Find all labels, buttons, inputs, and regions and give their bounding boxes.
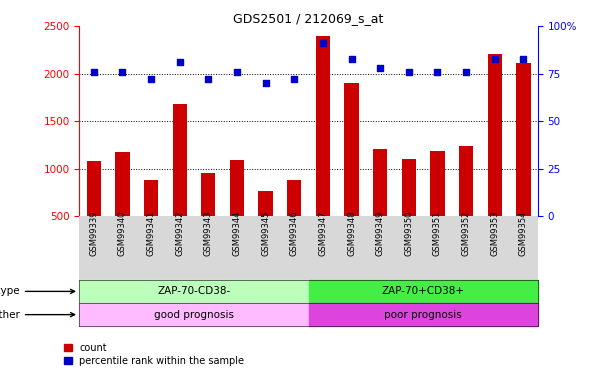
Text: other: other: [0, 310, 75, 320]
Point: [318, 40, 327, 46]
Point: [290, 76, 299, 82]
Text: poor prognosis: poor prognosis: [384, 310, 462, 320]
Title: GDS2501 / 212069_s_at: GDS2501 / 212069_s_at: [233, 12, 384, 25]
Point: [404, 69, 414, 75]
Point: [261, 80, 271, 86]
Point: [346, 56, 356, 62]
Bar: [309, 303, 538, 326]
Point: [89, 69, 98, 75]
Text: good prognosis: good prognosis: [154, 310, 234, 320]
Point: [490, 56, 500, 62]
Bar: [287, 180, 301, 216]
Bar: [345, 83, 359, 216]
Point: [117, 69, 127, 75]
Bar: [201, 172, 216, 216]
Text: cell type: cell type: [0, 286, 75, 296]
Point: [203, 76, 213, 82]
Point: [146, 76, 156, 82]
Bar: [115, 152, 130, 216]
Bar: [316, 36, 330, 216]
Bar: [79, 280, 309, 303]
Point: [461, 69, 471, 75]
Bar: [172, 104, 187, 216]
Bar: [144, 180, 158, 216]
Text: ZAP-70-CD38-: ZAP-70-CD38-: [158, 286, 230, 296]
Bar: [79, 303, 309, 326]
Bar: [373, 149, 387, 216]
Point: [433, 69, 442, 75]
Bar: [230, 160, 244, 216]
Bar: [488, 54, 502, 216]
Bar: [87, 161, 101, 216]
Legend: count, percentile rank within the sample: count, percentile rank within the sample: [60, 339, 248, 370]
Bar: [516, 63, 530, 216]
Point: [519, 56, 529, 62]
Bar: [459, 146, 474, 216]
Point: [375, 65, 385, 71]
Point: [232, 69, 242, 75]
Bar: [401, 159, 416, 216]
Bar: [309, 280, 538, 303]
Text: ZAP-70+CD38+: ZAP-70+CD38+: [382, 286, 464, 296]
Point: [175, 59, 185, 65]
Bar: [258, 191, 273, 216]
Bar: [430, 151, 445, 216]
